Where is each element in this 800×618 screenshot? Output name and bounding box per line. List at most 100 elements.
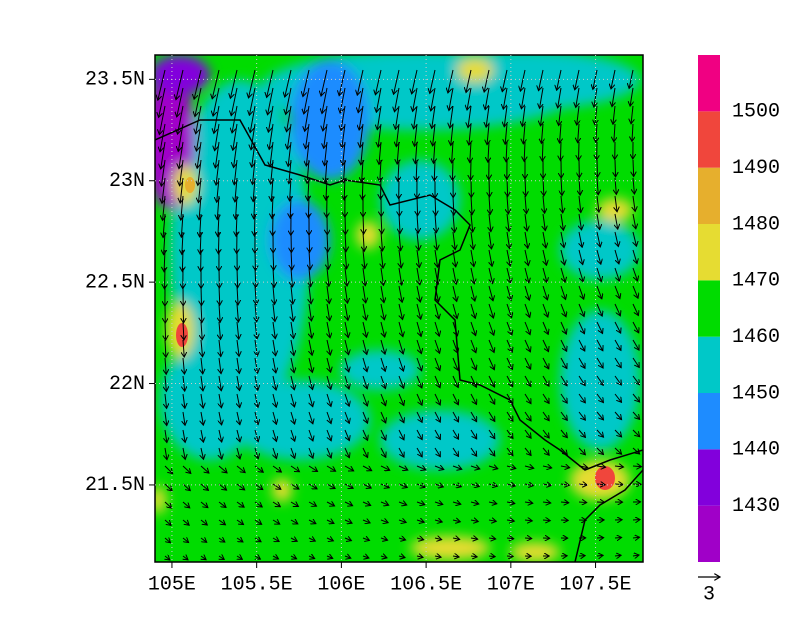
wind-arrow xyxy=(633,231,636,246)
wind-arrow xyxy=(560,321,566,334)
wind-arrow xyxy=(596,285,602,299)
wind-arrow xyxy=(524,267,529,283)
wind-arrow xyxy=(542,321,548,334)
wind-arrow xyxy=(176,69,184,100)
field-patch xyxy=(595,466,615,490)
wind-arrow xyxy=(165,393,167,408)
wind-arrow xyxy=(344,465,354,471)
wind-arrow xyxy=(304,87,310,114)
wind-arrow xyxy=(380,429,386,440)
wind-arrow xyxy=(273,375,276,390)
wind-arrow xyxy=(470,357,476,370)
wind-arrow xyxy=(542,502,551,503)
wind-arrow xyxy=(524,339,530,352)
wind-arrow xyxy=(251,123,256,150)
wind-arrow xyxy=(180,159,184,186)
wind-arrow xyxy=(507,213,509,231)
wind-arrow xyxy=(398,375,404,388)
wind-arrow xyxy=(381,231,382,251)
wind-arrow xyxy=(448,69,454,93)
wind-arrow xyxy=(363,231,364,251)
wind-arrow xyxy=(578,393,585,403)
wind-arrow xyxy=(633,213,636,229)
wind-arrow xyxy=(542,141,543,161)
wind-arrow xyxy=(506,375,513,387)
wind-arrow xyxy=(379,141,381,164)
field-patch xyxy=(290,60,370,180)
wind-arrow xyxy=(560,393,567,403)
wind-arrow xyxy=(488,285,493,301)
wind-arrow xyxy=(158,69,166,100)
wind-arrow xyxy=(614,466,624,467)
wind-arrow xyxy=(327,447,331,458)
wind-arrow xyxy=(632,466,641,467)
wind-arrow xyxy=(560,429,567,438)
wind-arrow xyxy=(363,213,364,234)
field-patch xyxy=(230,380,370,460)
wind-arrow xyxy=(255,267,256,288)
wind-arrow xyxy=(399,231,401,251)
wind-arrow xyxy=(398,303,403,320)
field-patch xyxy=(510,542,560,562)
wind-arrow xyxy=(525,177,526,196)
wind-arrow xyxy=(268,105,274,132)
wind-arrow xyxy=(273,303,275,322)
wind-arrow xyxy=(236,520,244,525)
wind-arrow xyxy=(614,537,622,538)
wind-arrow xyxy=(290,556,297,559)
wind-arrow xyxy=(236,195,237,219)
wind-arrow xyxy=(504,105,507,127)
wind-arrow xyxy=(614,123,615,142)
wind-arrow xyxy=(632,393,640,402)
wind-arrow xyxy=(381,213,382,234)
wind-arrow xyxy=(524,502,533,503)
wind-arrow xyxy=(291,429,295,441)
wind-arrow xyxy=(540,87,544,108)
field-patch xyxy=(597,198,633,222)
wind-arrow xyxy=(363,285,366,303)
wind-arrow xyxy=(288,141,291,166)
wind-arrow xyxy=(362,465,372,471)
wind-arrow xyxy=(542,466,552,468)
wind-arrow xyxy=(201,375,203,391)
wind-arrow xyxy=(597,177,598,195)
wind-arrow xyxy=(542,285,547,300)
colorbar-label: 1460 xyxy=(732,326,780,349)
wind-arrow xyxy=(412,69,418,94)
wind-arrow xyxy=(327,303,330,321)
wind-arrow xyxy=(542,267,547,283)
colorbar-segment xyxy=(698,336,720,393)
wind-arrow xyxy=(469,123,471,145)
wind-arrow xyxy=(291,285,293,304)
wind-arrow xyxy=(557,69,562,90)
wind-arrow xyxy=(398,447,404,457)
wind-arrow xyxy=(380,357,385,371)
wind-arrow xyxy=(252,159,255,184)
wind-arrow xyxy=(290,520,298,524)
wind-arrow xyxy=(362,538,370,540)
wind-arrow xyxy=(452,357,458,370)
wind-arrow xyxy=(434,411,440,422)
wind-arrow xyxy=(523,123,525,144)
wind-arrow xyxy=(596,429,604,437)
wind-arrow xyxy=(160,123,166,152)
wind-arrow xyxy=(560,285,566,300)
wind-arrow xyxy=(308,556,315,559)
wind-arrow xyxy=(596,303,602,316)
wind-arrow xyxy=(506,339,512,352)
wind-arrow xyxy=(218,465,227,473)
colorbar-segment xyxy=(698,393,720,450)
wind-arrow xyxy=(183,303,184,323)
wind-arrow xyxy=(416,303,421,319)
colorbar-segment xyxy=(698,449,720,506)
wind-arrow xyxy=(254,520,262,524)
wind-arrow xyxy=(578,339,585,351)
wind-arrow xyxy=(524,429,531,438)
wind-arrow xyxy=(362,159,363,182)
wind-arrow xyxy=(578,285,584,299)
wind-arrow xyxy=(182,231,183,254)
wind-arrow xyxy=(323,105,328,131)
wind-arrow xyxy=(200,231,201,254)
wind-arrow xyxy=(398,321,403,337)
wind-arrow xyxy=(560,411,567,420)
